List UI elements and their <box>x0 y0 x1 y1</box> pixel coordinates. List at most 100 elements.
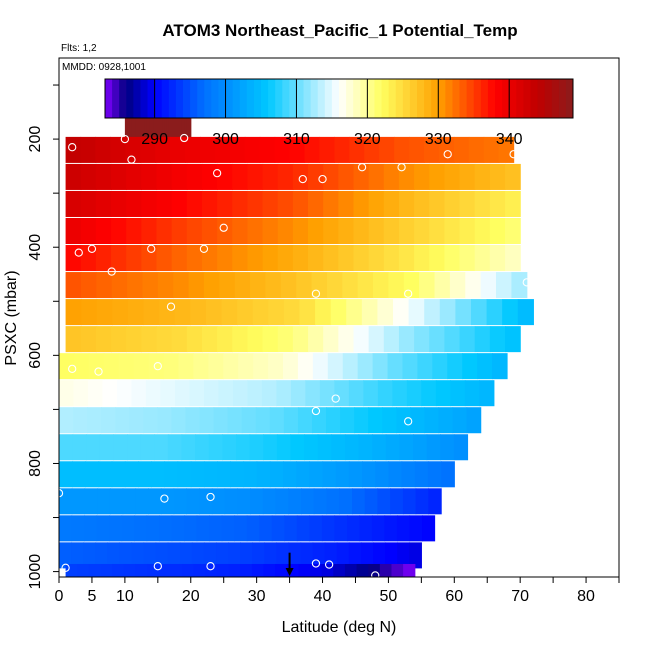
heatmap-cell <box>477 353 493 380</box>
heatmap-cell <box>304 434 319 461</box>
heatmap-cell <box>256 461 271 488</box>
heatmap-cell <box>333 563 346 577</box>
heatmap-cell <box>96 515 110 542</box>
heatmap-cell <box>277 326 294 353</box>
sample-point <box>153 362 162 371</box>
heatmap-cell <box>84 488 98 515</box>
heatmap-cell <box>134 515 148 542</box>
heatmap-cell <box>163 353 180 380</box>
heatmap-cell <box>262 326 279 353</box>
colorbar-swatch <box>253 79 262 118</box>
colorbar-swatch <box>112 79 120 118</box>
heatmap-cell <box>179 542 193 569</box>
heatmap-cell <box>191 542 205 569</box>
colorbar-swatch <box>296 79 305 118</box>
heatmap-cell <box>336 542 350 569</box>
heatmap-cell <box>59 353 75 380</box>
heatmap-cell <box>185 407 201 434</box>
heatmap-cell <box>368 407 383 434</box>
heatmap-cell <box>459 326 476 353</box>
colorbar-tick-label: 310 <box>283 131 310 148</box>
heatmap-cell <box>268 353 284 380</box>
sample-point <box>212 169 222 178</box>
heatmap-cell <box>168 115 172 142</box>
heatmap-cell <box>398 326 415 353</box>
heatmap-cell <box>167 542 181 569</box>
colorbar-swatch <box>459 79 468 118</box>
heatmap-cell <box>252 299 269 326</box>
heatmap-cell <box>288 488 302 515</box>
heatmap-cell <box>321 515 335 542</box>
heatmap-cell <box>265 272 282 299</box>
heatmap-cell <box>432 353 448 380</box>
heatmap-cell <box>459 245 476 272</box>
colorbar-swatch <box>268 79 276 118</box>
heatmap-cell <box>276 542 290 569</box>
heatmap-cell <box>262 488 277 515</box>
heatmap-cell <box>244 136 261 163</box>
heatmap-cell <box>383 326 400 353</box>
heatmap-cell <box>80 217 97 245</box>
heatmap-cell <box>449 272 466 299</box>
heatmap-cell <box>138 461 152 488</box>
heatmap-cell <box>232 163 249 190</box>
heatmap-cell <box>338 326 355 353</box>
heatmap-cell <box>311 272 328 299</box>
heatmap-cell <box>292 326 309 353</box>
heatmap-cell <box>434 272 451 299</box>
heatmap-cell <box>221 299 238 326</box>
heatmap-cell <box>111 190 127 217</box>
heatmap-cell <box>127 299 145 326</box>
heatmap-cell <box>142 115 146 142</box>
y-axis-title: PSXC (mbar) <box>3 270 20 365</box>
heatmap-cell <box>357 272 374 299</box>
heatmap-cell <box>505 190 521 217</box>
heatmap-cell <box>135 488 149 515</box>
colorbar-swatch <box>438 79 446 118</box>
heatmap-cell <box>175 115 179 142</box>
heatmap-cell <box>95 190 112 217</box>
heatmap-cell <box>429 326 446 353</box>
heatmap-cell <box>160 380 176 407</box>
x-tick-label: 30 <box>248 588 266 605</box>
heatmap-cell <box>84 515 98 542</box>
heatmap-cell <box>406 380 422 407</box>
heatmap-cell <box>111 461 126 488</box>
heatmap-cell <box>203 542 217 569</box>
heatmap-cell <box>189 380 205 407</box>
colorbar-swatch <box>466 79 475 118</box>
y-tick-label: 400 <box>27 234 44 261</box>
heatmap-cell <box>186 245 203 272</box>
heatmap-cell <box>315 299 332 326</box>
heatmap-cell <box>261 380 278 407</box>
heatmap-cell <box>435 380 451 407</box>
heatmap-cell <box>234 515 248 542</box>
heatmap-cell <box>111 245 127 272</box>
heatmap-cell <box>99 434 115 461</box>
colorbar-swatch <box>239 79 248 118</box>
heatmap-cell <box>319 380 335 407</box>
heatmap-cell <box>502 299 519 326</box>
heatmap-cell <box>88 353 105 380</box>
sample-point <box>160 494 169 503</box>
heatmap-cell <box>326 272 343 299</box>
sample-point <box>311 289 321 298</box>
colorbar-swatch <box>346 79 354 118</box>
heatmap-cell <box>334 136 350 163</box>
sample-point <box>120 134 130 144</box>
colorbar-swatch <box>402 79 411 118</box>
heatmap-cell <box>323 163 339 190</box>
heatmap-cell <box>264 542 278 569</box>
heatmap-cell <box>394 136 410 163</box>
heatmap-cell <box>218 380 234 407</box>
heatmap-cell <box>170 563 183 577</box>
heatmap-cell <box>305 380 321 407</box>
heatmap-cell <box>71 515 85 542</box>
heatmap-cell <box>249 434 264 461</box>
heatmap-cell <box>85 461 100 488</box>
heatmap-cell <box>246 515 260 542</box>
heatmap-cell <box>383 245 400 272</box>
heatmap-cell <box>153 115 157 142</box>
heatmap-cell <box>486 299 503 326</box>
heatmap-cell <box>131 115 135 142</box>
